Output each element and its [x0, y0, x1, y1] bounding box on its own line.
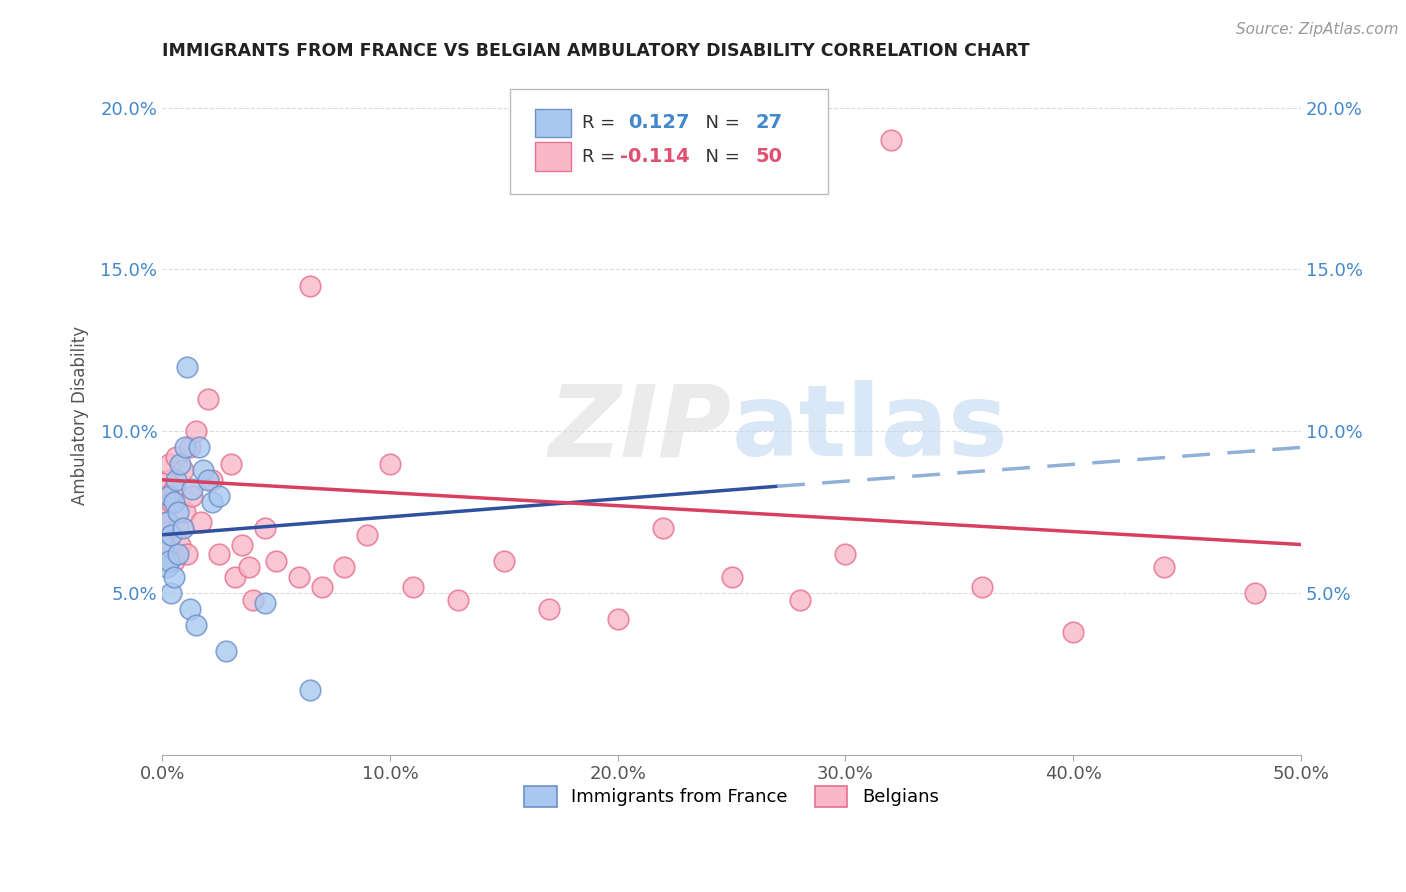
Point [190, 515, 212, 529]
Point [156, 560, 179, 574]
Point [356, 528, 378, 542]
Point [176, 547, 198, 561]
Point [299, 683, 322, 698]
Point [789, 592, 811, 607]
Point [165, 450, 187, 464]
Point [299, 278, 322, 293]
Point [201, 473, 224, 487]
Point [378, 457, 401, 471]
Point [162, 495, 184, 509]
Point [153, 489, 176, 503]
Point [253, 596, 276, 610]
FancyBboxPatch shape [509, 89, 828, 194]
Point [402, 580, 425, 594]
Point [1153, 560, 1175, 574]
Point [720, 570, 742, 584]
Point [880, 133, 903, 147]
Point [201, 495, 224, 509]
Point [242, 592, 264, 607]
Point [179, 602, 201, 616]
Point [162, 554, 184, 568]
Point [193, 463, 215, 477]
Point [180, 483, 202, 497]
Point [156, 515, 179, 529]
FancyBboxPatch shape [534, 143, 571, 171]
Point [492, 554, 515, 568]
Point [167, 521, 190, 535]
Point [174, 441, 197, 455]
Point [179, 441, 201, 455]
Point [169, 537, 191, 551]
Point [606, 612, 628, 626]
Point [333, 560, 356, 574]
Legend: Immigrants from France, Belgians: Immigrants from France, Belgians [517, 779, 946, 814]
Point [172, 521, 194, 535]
Point [215, 644, 238, 658]
Point [153, 537, 176, 551]
Text: 27: 27 [755, 113, 783, 132]
Point [160, 528, 183, 542]
Point [1062, 624, 1084, 639]
Point [186, 618, 208, 632]
Point [174, 505, 197, 519]
Y-axis label: Ambulatory Disability: Ambulatory Disability [72, 326, 89, 505]
Point [253, 521, 276, 535]
Point [162, 570, 184, 584]
Text: N =: N = [695, 148, 745, 166]
Point [186, 424, 208, 438]
Point [167, 547, 190, 561]
Point [165, 473, 187, 487]
Text: 50: 50 [755, 147, 783, 166]
Point [160, 495, 183, 509]
Text: ZIP: ZIP [548, 380, 731, 477]
Point [311, 580, 333, 594]
Point [157, 473, 180, 487]
Point [160, 586, 183, 600]
Text: Source: ZipAtlas.com: Source: ZipAtlas.com [1236, 22, 1399, 37]
Point [447, 592, 470, 607]
Point [180, 489, 202, 503]
Point [157, 489, 180, 503]
Text: R =: R = [582, 148, 621, 166]
Point [169, 457, 191, 471]
Text: R =: R = [582, 114, 621, 132]
Point [167, 505, 190, 519]
Point [153, 505, 176, 519]
Point [972, 580, 994, 594]
Point [224, 570, 246, 584]
Point [264, 554, 287, 568]
Point [187, 441, 209, 455]
Point [652, 521, 675, 535]
Point [197, 392, 219, 406]
Point [208, 489, 231, 503]
Point [208, 547, 231, 561]
Point [157, 457, 180, 471]
Point [162, 483, 184, 497]
Text: -0.114: -0.114 [620, 147, 689, 166]
Text: atlas: atlas [731, 380, 1008, 477]
Point [156, 537, 179, 551]
Point [172, 463, 194, 477]
Point [176, 359, 198, 374]
Point [160, 528, 183, 542]
Point [231, 537, 253, 551]
Point [219, 457, 242, 471]
FancyBboxPatch shape [534, 109, 571, 137]
Text: IMMIGRANTS FROM FRANCE VS BELGIAN AMBULATORY DISABILITY CORRELATION CHART: IMMIGRANTS FROM FRANCE VS BELGIAN AMBULA… [162, 42, 1029, 60]
Text: N =: N = [695, 114, 745, 132]
Point [834, 547, 856, 561]
Text: 0.127: 0.127 [628, 113, 689, 132]
Point [288, 570, 311, 584]
Point [238, 560, 260, 574]
Point [156, 515, 179, 529]
Point [538, 602, 561, 616]
Point [197, 473, 219, 487]
Point [1244, 586, 1267, 600]
Point [157, 554, 180, 568]
